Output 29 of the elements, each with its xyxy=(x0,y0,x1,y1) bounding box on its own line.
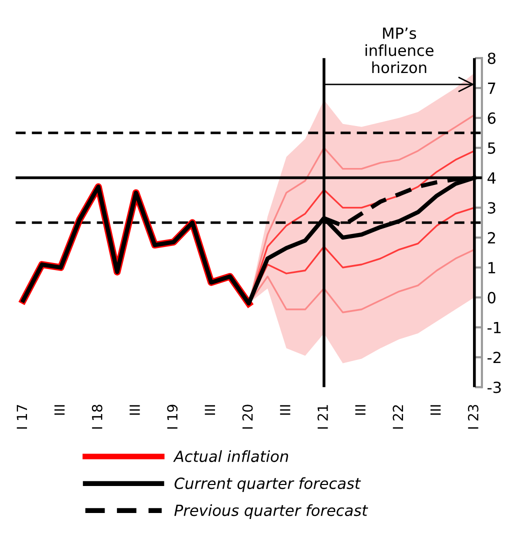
x-tick-label: I 22 xyxy=(392,405,404,429)
y-tick-label: 8 xyxy=(488,52,496,64)
x-tick-label: I 23 xyxy=(468,404,478,429)
x-tick-label: III xyxy=(54,405,65,415)
x-tick-label: I 18 xyxy=(92,404,102,429)
legend-label: Actual inflation xyxy=(173,450,288,462)
x-tick-label: I 19 xyxy=(167,404,178,429)
x-tick-label: I 20 xyxy=(242,404,253,429)
y-tick-label: 2 xyxy=(488,232,495,244)
x-tick-label: III xyxy=(204,405,216,415)
x-tick-label: I 21 xyxy=(318,405,328,429)
legend-label: Current quarter forecast xyxy=(174,477,361,492)
x-tick-label: III xyxy=(430,405,441,415)
y-tick-label: 1 xyxy=(488,262,496,274)
annotation: MP’s influence horizon xyxy=(366,28,434,74)
y-tick-label: 0 xyxy=(488,292,496,304)
y-tick-label: -3 xyxy=(488,382,501,394)
y-tick-label: 5 xyxy=(488,142,496,154)
x-tick-label: I 17 xyxy=(16,405,27,429)
legend-label: Previous quarter forecast xyxy=(174,504,368,520)
y-tick-label: 3 xyxy=(488,202,496,214)
y-tick-label: -2 xyxy=(488,352,500,364)
x-tick-label: III xyxy=(130,405,140,415)
y-tick-label: -1 xyxy=(488,322,501,334)
x-tick-label: III xyxy=(280,405,290,415)
y-tick-label: 6 xyxy=(488,112,496,124)
y-tick-label: 7 xyxy=(488,82,496,94)
y-tick-label: 4 xyxy=(488,172,496,184)
x-tick-label: III xyxy=(355,405,366,415)
